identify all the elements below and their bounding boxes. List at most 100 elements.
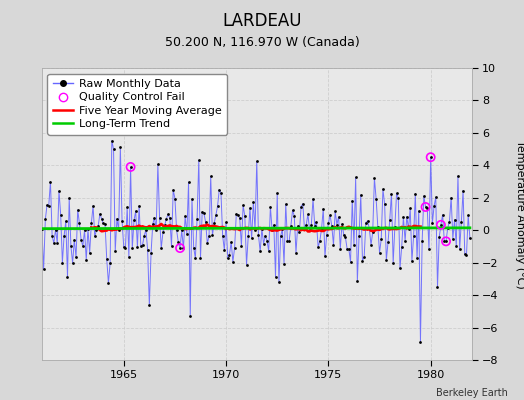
Point [244, 232, 253, 239]
Point [53, 240, 61, 246]
Point [300, 226, 309, 233]
Point [212, 212, 220, 218]
Point [263, 238, 271, 244]
Point [312, 218, 321, 225]
Point [166, 215, 174, 221]
Point [413, 255, 421, 262]
Point [345, 246, 353, 252]
Point [341, 234, 350, 241]
Point [77, 237, 85, 243]
Point [322, 232, 331, 238]
Point [200, 210, 208, 216]
Point [277, 233, 285, 239]
Point [283, 238, 292, 244]
Point [141, 226, 150, 233]
Point [106, 260, 114, 266]
Point [67, 243, 75, 249]
Point [107, 138, 116, 144]
Point [311, 223, 319, 229]
Point [389, 260, 397, 266]
Point [55, 188, 63, 194]
Point [333, 221, 341, 228]
Point [126, 164, 135, 170]
Point [104, 280, 113, 286]
Point [147, 250, 155, 256]
Point [414, 208, 423, 214]
Point [145, 302, 154, 309]
Point [94, 223, 102, 229]
Point [405, 226, 413, 232]
Point [380, 201, 389, 208]
Point [41, 216, 50, 223]
Point [213, 203, 222, 210]
Point [329, 242, 337, 248]
Point [290, 213, 299, 219]
Point [265, 248, 273, 254]
Point [355, 233, 363, 239]
Point [321, 253, 329, 260]
Point [348, 197, 356, 204]
Point [96, 211, 104, 217]
Point [201, 219, 210, 226]
Point [50, 240, 58, 246]
Point [421, 204, 430, 210]
Point [46, 178, 54, 185]
Point [48, 233, 57, 240]
Point [425, 246, 433, 252]
Point [149, 221, 157, 227]
Point [119, 244, 128, 250]
Point [220, 247, 228, 253]
Point [152, 226, 160, 233]
Point [343, 246, 351, 252]
Point [319, 206, 328, 212]
Point [375, 250, 384, 256]
Point [239, 202, 247, 208]
Point [176, 245, 184, 251]
Point [234, 211, 242, 218]
Point [439, 212, 447, 218]
Point [401, 238, 409, 244]
Point [338, 221, 346, 227]
Point [350, 242, 358, 248]
Point [121, 244, 129, 251]
Point [150, 214, 159, 221]
Point [455, 246, 464, 252]
Point [80, 227, 89, 234]
Point [58, 260, 67, 266]
Point [125, 254, 133, 260]
Point [138, 242, 147, 248]
Point [101, 220, 109, 227]
Point [219, 233, 227, 239]
Point [183, 231, 191, 237]
Point [295, 229, 303, 236]
Point [133, 244, 141, 250]
Point [75, 220, 84, 227]
Point [85, 250, 94, 256]
Point [394, 194, 402, 201]
Point [464, 212, 472, 219]
Point [353, 278, 362, 284]
Point [377, 236, 386, 242]
Point [254, 232, 263, 238]
Point [281, 201, 290, 207]
Point [430, 203, 438, 209]
Point [370, 175, 379, 181]
Point [126, 164, 135, 170]
Point [45, 203, 53, 209]
Point [167, 243, 176, 249]
Point [38, 226, 46, 232]
Point [399, 214, 408, 220]
Point [362, 219, 370, 226]
Point [128, 245, 136, 252]
Point [457, 218, 465, 225]
Point [334, 214, 343, 220]
Point [360, 254, 368, 260]
Point [427, 154, 435, 160]
Point [346, 258, 355, 265]
Point [406, 205, 414, 212]
Point [39, 266, 48, 273]
Point [210, 220, 219, 226]
Point [278, 226, 287, 232]
Point [270, 222, 278, 228]
Point [215, 186, 223, 193]
